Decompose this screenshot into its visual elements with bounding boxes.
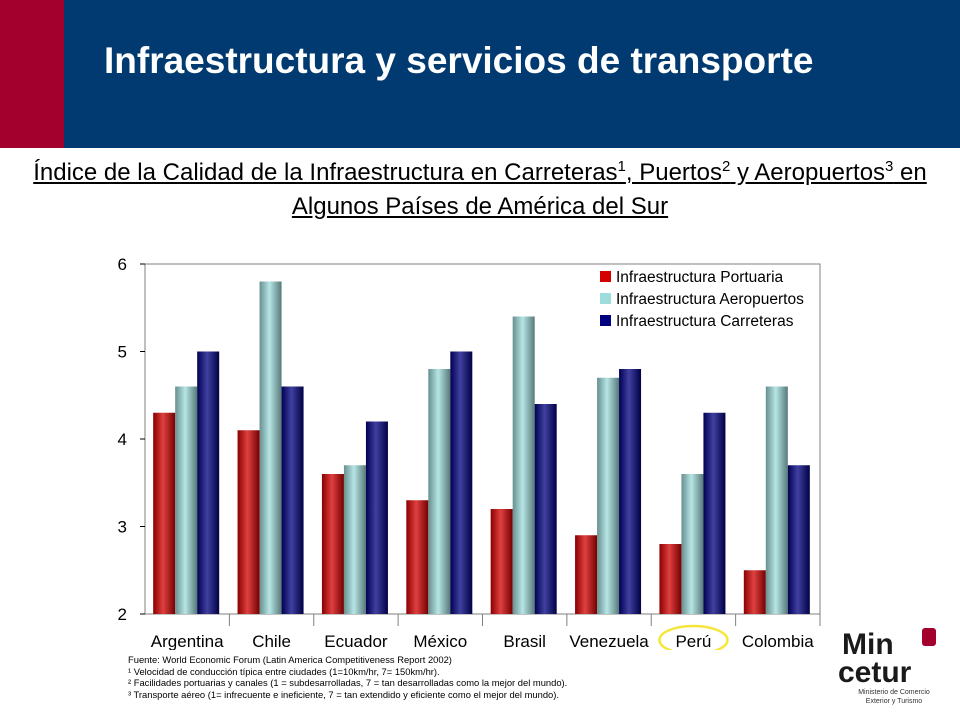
legend-label: Infraestructura Aeropuertos — [616, 291, 804, 308]
y-tick-label: 2 — [118, 605, 127, 624]
bar-infraestructura-portuaria — [575, 535, 598, 614]
header-accent-strip — [0, 0, 64, 148]
x-tick-label: Venezuela — [569, 632, 649, 650]
legend-swatch — [600, 315, 611, 326]
bar-infraestructura-carreteras — [534, 404, 557, 614]
logo-caption-1: Ministerio de Comercio — [858, 689, 930, 696]
bar-infraestructura-portuaria — [659, 544, 682, 614]
bar-infraestructura-portuaria — [743, 570, 766, 614]
x-tick-label: Colombia — [742, 632, 814, 650]
bar-infraestructura-portuaria — [406, 500, 429, 614]
bar-infraestructura-aeropuertos — [175, 386, 198, 614]
legend-swatch — [600, 271, 611, 282]
footnote-3: ³ Transporte aéreo (1= infrecuente e ine… — [128, 688, 559, 700]
logo-text-min: Min — [842, 628, 894, 661]
subtitle-sup-2: 2 — [721, 158, 731, 175]
x-tick-label: Chile — [252, 632, 291, 650]
header-bar: Infraestructura y servicios de transport… — [0, 0, 960, 148]
footnote-2: ² Facilidades portuarias y canales (1 = … — [128, 677, 568, 689]
mincetur-logo: Min cetur Ministerio de Comercio Exterio… — [838, 628, 936, 705]
legend-label: Infraestructura Portuaria — [616, 269, 784, 286]
legend-swatch — [600, 293, 611, 304]
bar-infraestructura-portuaria — [153, 412, 176, 614]
y-tick-label: 6 — [118, 255, 127, 274]
bar-infraestructura-carreteras — [365, 421, 388, 614]
bar-infraestructura-aeropuertos — [259, 281, 282, 614]
subtitle-text-1: Índice de la Calidad de la Infraestructu… — [33, 159, 618, 186]
bar-infraestructura-portuaria — [321, 474, 344, 614]
bar-infraestructura-portuaria — [237, 430, 260, 614]
y-tick-label: 3 — [118, 518, 127, 537]
bar-infraestructura-carreteras — [787, 465, 810, 614]
footnote-1: ¹ Velocidad de conducción típica entre c… — [128, 665, 440, 677]
bar-infraestructura-carreteras — [619, 369, 642, 614]
bar-infraestructura-carreteras — [703, 412, 726, 614]
bar-infraestructura-aeropuertos — [765, 386, 788, 614]
source-note: Fuente: World Economic Forum (Latin Amer… — [128, 654, 452, 665]
highlight-circle — [658, 624, 729, 650]
x-tick-label: México — [413, 632, 467, 650]
x-tick-label: Ecuador — [324, 632, 388, 650]
chart-subtitle: Índice de la Calidad de la Infraestructu… — [20, 156, 940, 224]
logo-mark — [922, 628, 936, 646]
chart-footnotes: Fuente: World Economic Forum (Latin Amer… — [128, 654, 808, 700]
logo-caption-2: Exterior y Turismo — [866, 698, 923, 705]
subtitle-text-2: , Puertos — [625, 159, 722, 186]
subtitle-text-3: y Aeropuertos — [730, 159, 886, 186]
bar-infraestructura-portuaria — [490, 509, 513, 614]
bar-infraestructura-carreteras — [450, 351, 473, 614]
bar-infraestructura-carreteras — [197, 351, 220, 614]
page-title: Infraestructura y servicios de transport… — [104, 40, 814, 81]
bar-chart: 2 3 4 5 6 Argentina Chile Ecuador México Brasil Ve… — [118, 255, 821, 650]
y-tick-label: 4 — [118, 430, 127, 449]
bar-infraestructura-aeropuertos — [512, 316, 535, 614]
bar-infraestructura-aeropuertos — [343, 465, 366, 614]
bar-infraestructura-aeropuertos — [681, 474, 704, 614]
legend-label: Infraestructura Carreteras — [616, 313, 794, 330]
bar-infraestructura-aeropuertos — [428, 369, 451, 614]
bar-infraestructura-aeropuertos — [597, 377, 620, 614]
subtitle-sup-3: 3 — [885, 158, 894, 175]
x-tick-label: Brasil — [503, 632, 546, 650]
y-tick-label: 5 — [118, 343, 127, 362]
bar-infraestructura-carreteras — [281, 386, 304, 614]
subtitle-sup-1: 1 — [617, 158, 626, 175]
logo-text-cetur: cetur — [838, 656, 912, 689]
x-tick-label: Perú — [675, 632, 711, 650]
subtitle-text-4: en Algunos Países de América del Sur — [291, 159, 927, 220]
x-tick-label: Argentina — [151, 632, 224, 650]
